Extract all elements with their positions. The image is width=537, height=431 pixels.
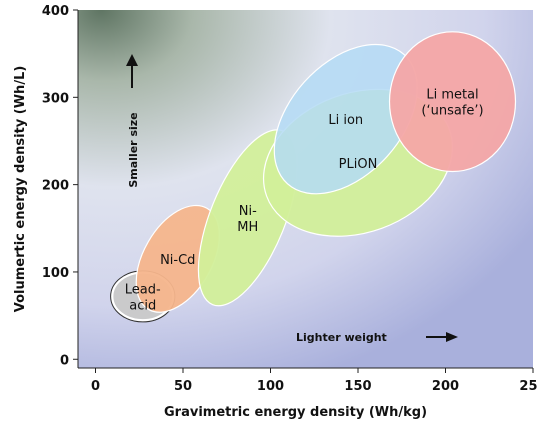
y-axis-title: Volumertic energy density (Wh/L) <box>13 66 28 313</box>
region-label: (‘unsafe’) <box>421 104 483 119</box>
annotation-lighter-weight: Lighter weight <box>296 331 387 344</box>
y-tick-label: 300 <box>42 91 69 106</box>
region-label: Li metal <box>426 88 478 103</box>
x-tick-label: 100 <box>257 379 284 394</box>
region-li-ion <box>273 43 418 195</box>
region-label: Lead- <box>125 282 161 297</box>
region-label: Li ion <box>328 113 363 128</box>
x-tick-label: 200 <box>432 379 459 394</box>
y-tick-label: 400 <box>42 4 69 19</box>
region-label: acid <box>129 298 156 313</box>
region-label: Ni-Cd <box>160 253 195 268</box>
x-tick-label: 150 <box>344 379 371 394</box>
region-label: MH <box>237 220 258 235</box>
right-arrow-head-icon <box>446 332 458 342</box>
region-li-metal-unsafe- <box>388 31 517 173</box>
region-label: PLiON <box>339 157 378 172</box>
region-label: Ni- <box>239 204 257 219</box>
x-tick-label: 0 <box>91 379 100 394</box>
x-axis-title: Gravimetric energy density (Wh/kg) <box>164 405 427 420</box>
up-arrow-head-icon <box>126 54 138 66</box>
annotation-smaller-size: Smaller size <box>127 112 140 187</box>
x-tick-label: 250 <box>519 379 537 394</box>
y-tick-label: 0 <box>60 353 69 368</box>
x-tick-label: 50 <box>174 379 192 394</box>
y-tick-label: 100 <box>42 266 69 281</box>
y-tick-label: 200 <box>42 179 69 194</box>
